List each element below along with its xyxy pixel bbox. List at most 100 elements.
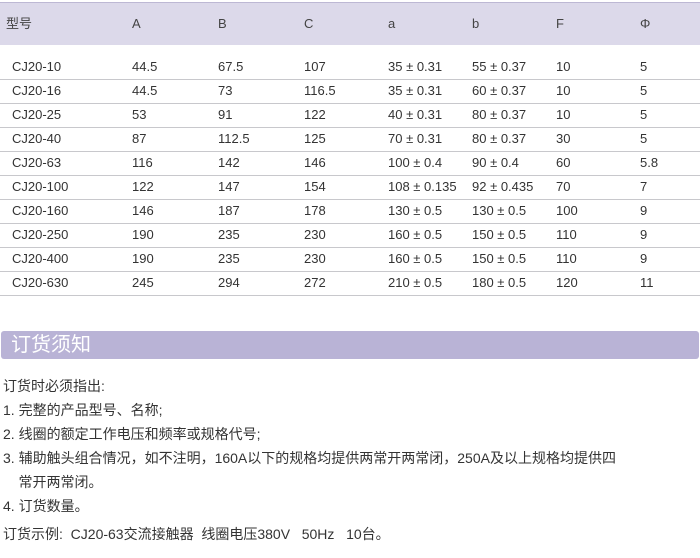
- note-line: 4. 订货数量。: [3, 498, 89, 514]
- table-cell: 100: [556, 203, 578, 218]
- column-header: a: [388, 16, 396, 31]
- table-row: CJ20-630 245 294 272 210 ± 0.5 180 ± 0.5 120 11: [0, 271, 700, 296]
- note-line: 订货时必须指出:: [3, 378, 105, 394]
- note-line: 常开两常闭。: [3, 474, 103, 490]
- table-cell: 130 ± 0.5: [388, 203, 443, 218]
- table-cell: 146: [132, 203, 154, 218]
- table-cell: 146: [304, 155, 326, 170]
- table-cell: 9: [640, 251, 648, 266]
- table-row: CJ20-63 116 142 146 100 ± 0.4 90 ± 0.4 60 5.8: [0, 151, 700, 176]
- table-cell: CJ20-250: [12, 227, 69, 242]
- table-cell: 53: [132, 107, 147, 122]
- table-cell: 110: [556, 251, 577, 266]
- table-cell: 44.5: [132, 83, 158, 98]
- table-row: CJ20-100 122 147 154 108 ± 0.135 92 ± 0.435 70…: [0, 175, 700, 200]
- table-cell: 130 ± 0.5: [472, 203, 527, 218]
- table-cell: CJ20-100: [12, 179, 69, 194]
- table-cell: 60 ± 0.37: [472, 83, 527, 98]
- table-cell: 30: [556, 131, 571, 146]
- table-cell: 210 ± 0.5: [388, 275, 443, 290]
- table-cell: 67.5: [218, 59, 244, 74]
- table-cell: 120: [556, 275, 578, 290]
- table-row: CJ20-16 44.5 73 116.5 35 ± 0.31 60 ± 0.37 10 5: [0, 79, 700, 104]
- table-cell: 150 ± 0.5: [472, 227, 527, 242]
- table-cell: 160 ± 0.5: [388, 251, 443, 266]
- table-cell: CJ20-16: [12, 83, 62, 98]
- table-row: CJ20-160 146 187 178 130 ± 0.5 130 ± 0.5 100 9: [0, 199, 700, 224]
- table-cell: 73: [218, 83, 233, 98]
- table-cell: 122: [132, 179, 154, 194]
- table-cell: 125: [304, 131, 326, 146]
- column-header: C: [304, 16, 314, 31]
- table-row: CJ20-250 190 235 230 160 ± 0.5 150 ± 0.5 110 9: [0, 223, 700, 248]
- table-cell: 60: [556, 155, 571, 170]
- table-row: CJ20-40 87 112.5 125 70 ± 0.31 80 ± 0.37 30 5: [0, 127, 700, 152]
- table-cell: 147: [218, 179, 240, 194]
- table-cell: 122: [304, 107, 326, 122]
- table-cell: 55 ± 0.37: [472, 59, 527, 74]
- note-line: 2. 线圈的额定工作电压和频率或规格代号;: [3, 426, 261, 442]
- table-cell: 235: [218, 227, 240, 242]
- table-cell: 272: [304, 275, 326, 290]
- note-line: 3. 辅助触头组合情况，如不注明，160A以下的规格均提供两常开两常闭，250A…: [3, 450, 616, 466]
- table-cell: 190: [132, 227, 154, 242]
- table-cell: CJ20-40: [12, 131, 62, 146]
- table-cell: 9: [640, 227, 648, 242]
- section-title: 订货须知: [11, 334, 91, 356]
- table-cell: CJ20-160: [12, 203, 69, 218]
- table-cell: 100 ± 0.4: [388, 155, 443, 170]
- table-cell: 110: [556, 227, 577, 242]
- table-cell: 235: [218, 251, 240, 266]
- table-cell: 5: [640, 131, 648, 146]
- table-cell: 154: [304, 179, 326, 194]
- table-cell: 5: [640, 59, 648, 74]
- table-cell: CJ20-63: [12, 155, 62, 170]
- table-cell: 5: [640, 107, 648, 122]
- table-cell: 80 ± 0.37: [472, 131, 527, 146]
- table-cell: CJ20-10: [12, 59, 62, 74]
- table-row: CJ20-400 190 235 230 160 ± 0.5 150 ± 0.5 110 9: [0, 247, 700, 272]
- table-cell: 70: [556, 179, 571, 194]
- table-cell: 5: [640, 83, 648, 98]
- table-cell: 40 ± 0.31: [388, 107, 443, 122]
- table-cell: 230: [304, 251, 326, 266]
- table-cell: 294: [218, 275, 240, 290]
- table-cell: 190: [132, 251, 154, 266]
- table-cell: 11: [640, 275, 654, 290]
- table-cell: 87: [132, 131, 147, 146]
- table-cell: 230: [304, 227, 326, 242]
- table-cell: 10: [556, 107, 571, 122]
- column-header: Φ: [640, 16, 651, 31]
- table-cell: 245: [132, 275, 154, 290]
- note-line: 1. 完整的产品型号、名称;: [3, 402, 163, 418]
- table-cell: 142: [218, 155, 240, 170]
- table-cell: CJ20-630: [12, 275, 69, 290]
- column-header: b: [472, 16, 480, 31]
- table-cell: 160 ± 0.5: [388, 227, 443, 242]
- table-cell: 90 ± 0.4: [472, 155, 519, 170]
- column-header: A: [132, 16, 141, 31]
- table-cell: 70 ± 0.31: [388, 131, 443, 146]
- table-cell: 107: [304, 59, 326, 74]
- column-header: F: [556, 16, 564, 31]
- table-cell: 44.5: [132, 59, 158, 74]
- table-cell: 187: [218, 203, 240, 218]
- table-cell: 9: [640, 203, 648, 218]
- section-bar: 订货须知: [1, 331, 699, 359]
- table-cell: 108 ± 0.135: [388, 179, 457, 194]
- table-cell: 92 ± 0.435: [472, 179, 534, 194]
- table-cell: CJ20-400: [12, 251, 69, 266]
- table-cell: 112.5: [218, 131, 250, 146]
- table-cell: CJ20-25: [12, 107, 62, 122]
- table-cell: 80 ± 0.37: [472, 107, 527, 122]
- column-header: B: [218, 16, 227, 31]
- table-cell: 150 ± 0.5: [472, 251, 527, 266]
- table-cell: 10: [556, 59, 571, 74]
- table-cell: 35 ± 0.31: [388, 83, 443, 98]
- table-cell: 178: [304, 203, 326, 218]
- table-cell: 91: [218, 107, 233, 122]
- table-cell: 35 ± 0.31: [388, 59, 443, 74]
- table-row: CJ20-25 53 91 122 40 ± 0.31 80 ± 0.37 10 5: [0, 103, 700, 128]
- table-cell: 7: [640, 179, 648, 194]
